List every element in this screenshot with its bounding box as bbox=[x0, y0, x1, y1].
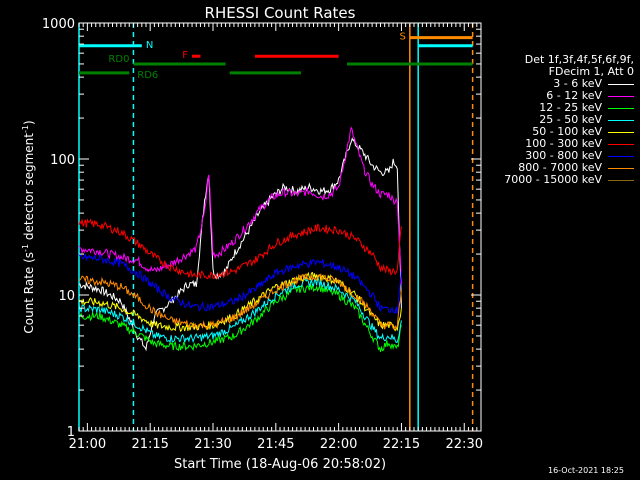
legend-entry: 12 - 25 keV bbox=[484, 102, 634, 114]
x-axis-label: Start Time (18-Aug-06 20:58:02) bbox=[174, 457, 386, 472]
legend-entry: 100 - 300 keV bbox=[484, 138, 634, 150]
legend-swatch bbox=[608, 95, 634, 97]
y-axis-label-part: ) bbox=[22, 120, 36, 125]
flag-bar-label: RD0 bbox=[108, 54, 129, 65]
legend-entry: 3 - 6 keV bbox=[484, 78, 634, 90]
legend-entry-label: 12 - 25 keV bbox=[539, 101, 602, 114]
legend-entry: 25 - 50 keV bbox=[484, 114, 634, 126]
y-tick-label: 1000 bbox=[42, 17, 75, 32]
legend-entry-label: 6 - 12 keV bbox=[546, 89, 602, 102]
legend-swatch bbox=[608, 119, 634, 121]
flag-bar-label: S bbox=[399, 32, 405, 43]
series-line bbox=[78, 283, 402, 353]
series-line bbox=[78, 276, 402, 344]
y-axis: 1 10 100 1000 bbox=[42, 17, 481, 440]
y-axis-label-sup: -1 bbox=[21, 244, 30, 252]
legend-entry-label: 800 - 7000 keV bbox=[518, 161, 602, 174]
legend-swatch bbox=[608, 143, 634, 145]
series-line bbox=[78, 273, 402, 331]
x-tick-label: 21:15 bbox=[131, 437, 168, 452]
legend-header-line: FDecim 1, Att 0 bbox=[548, 65, 634, 78]
legend-entry: 6 - 12 keV bbox=[484, 90, 634, 102]
chart-title: RHESSI Count Rates bbox=[205, 4, 356, 22]
flag-bar-label: RD6 bbox=[137, 70, 158, 81]
y-tick-label: 10 bbox=[58, 289, 75, 304]
legend-entry: 800 - 7000 keV bbox=[484, 162, 634, 174]
legend-swatch bbox=[608, 83, 634, 85]
x-tick-label: 22:30 bbox=[446, 437, 483, 452]
legend-entry-label: 7000 - 15000 keV bbox=[504, 173, 602, 186]
y-axis-label-part: detector segment bbox=[22, 133, 36, 244]
legend-swatch bbox=[608, 155, 634, 157]
series-line bbox=[78, 137, 402, 352]
legend-swatch bbox=[608, 131, 634, 133]
legend-entry-label: 100 - 300 keV bbox=[525, 137, 602, 150]
series-line bbox=[78, 126, 402, 285]
legend: Det 1f,3f,4f,5f,6f,9f, FDecim 1, Att 0 3… bbox=[484, 54, 634, 186]
y-axis-label: Count Rate (s-1 detector segment-1) bbox=[21, 120, 36, 333]
series-line bbox=[78, 218, 402, 280]
timestamp: 16-Oct-2021 18:25 bbox=[548, 466, 624, 475]
legend-entry: 300 - 800 keV bbox=[484, 150, 634, 162]
y-tick-label: 1 bbox=[67, 425, 75, 440]
legend-header-line: Det 1f,3f,4f,5f,6f,9f, bbox=[524, 53, 634, 66]
legend-entries: 3 - 6 keV 6 - 12 keV 12 - 25 keV 25 - 50 ke… bbox=[484, 78, 634, 186]
x-tick-label: 21:45 bbox=[257, 437, 294, 452]
legend-swatch bbox=[608, 167, 634, 169]
plot-frame bbox=[78, 22, 482, 432]
y-axis-label-part: Count Rate (s bbox=[22, 252, 36, 334]
legend-entry-label: 50 - 100 keV bbox=[532, 125, 602, 138]
legend-entry: 50 - 100 keV bbox=[484, 126, 634, 138]
series-lines bbox=[78, 126, 402, 353]
flag-bars: N F S RD0 RD6 bbox=[79, 32, 473, 81]
legend-entry-label: 3 - 6 keV bbox=[553, 77, 602, 90]
flag-bar-label: N bbox=[146, 40, 153, 51]
legend-entry-label: 25 - 50 keV bbox=[539, 113, 602, 126]
series-line bbox=[78, 253, 402, 314]
legend-entry-label: 300 - 800 keV bbox=[525, 149, 602, 162]
legend-swatch bbox=[608, 179, 634, 181]
x-tick-label: 21:00 bbox=[69, 437, 106, 452]
x-tick-label: 22:00 bbox=[320, 437, 357, 452]
vertical-markers bbox=[78, 23, 474, 431]
x-tick-label: 21:30 bbox=[194, 437, 231, 452]
flag-bar-label: F bbox=[182, 50, 188, 61]
legend-entry: 7000 - 15000 keV bbox=[484, 174, 634, 186]
series-line bbox=[78, 271, 402, 333]
x-tick-label: 22:15 bbox=[383, 437, 420, 452]
legend-swatch bbox=[608, 107, 634, 109]
y-tick-label: 100 bbox=[50, 153, 75, 168]
x-axis: 21:00 21:15 21:30 21:45 22:00 22:15 22:30 bbox=[69, 23, 483, 452]
y-axis-label-sup: -1 bbox=[21, 125, 30, 133]
